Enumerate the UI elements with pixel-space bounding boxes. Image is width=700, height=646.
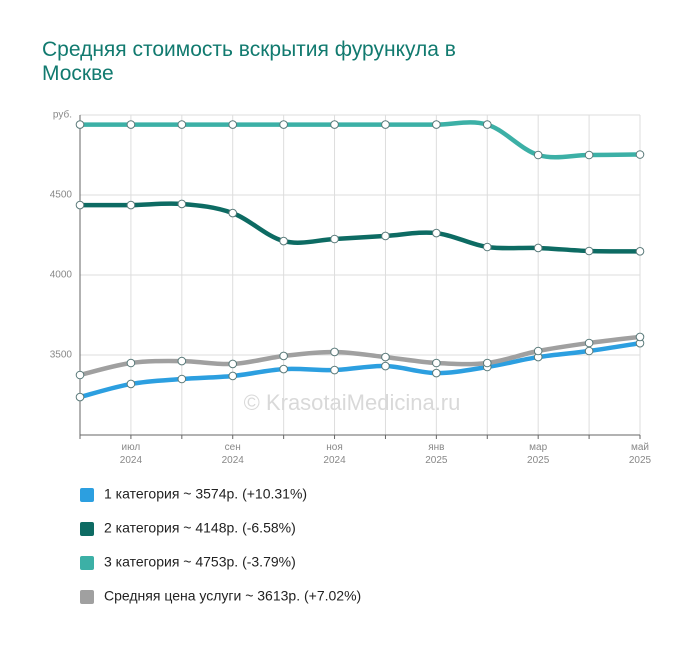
point (381, 120, 390, 129)
point (330, 120, 339, 129)
point (381, 231, 390, 241)
point (432, 120, 441, 129)
point (279, 351, 288, 361)
legend-swatch (80, 590, 94, 604)
point (126, 120, 136, 129)
point (330, 365, 339, 375)
point (482, 120, 492, 129)
legend-label: 3 категория ~ 4753р. (-3.79%) (104, 554, 296, 570)
x-tick-label: мар 2025 (527, 442, 550, 466)
legend-label: Средняя цена услуги ~ 3613р. (+7.02%) (104, 588, 361, 604)
point (126, 358, 136, 368)
watermark: © KrasotaiMedicina.ru (244, 390, 461, 415)
point (533, 346, 543, 356)
point (584, 246, 594, 256)
point (381, 352, 390, 362)
y-tick-label: 3500 (50, 350, 73, 361)
point (330, 347, 339, 357)
legend-swatch (80, 522, 94, 536)
point (432, 368, 441, 378)
point (177, 374, 187, 384)
x-tick-label: янв 2025 (425, 442, 448, 466)
x-tick-label: ноя 2024 (323, 442, 346, 466)
point (177, 120, 187, 129)
point (126, 200, 136, 210)
point (482, 358, 492, 368)
x-tick-label: июл 2024 (120, 442, 143, 466)
point (228, 371, 238, 381)
legend-swatch (80, 556, 94, 570)
point (279, 364, 288, 374)
point (75, 370, 85, 380)
point (482, 242, 492, 252)
point (432, 358, 441, 368)
point (75, 200, 85, 210)
point (584, 346, 594, 356)
point (635, 332, 645, 342)
y-tick-label: 4500 (50, 190, 73, 201)
point (381, 361, 390, 371)
grid (80, 114, 641, 435)
legend-swatch (80, 488, 94, 502)
point (635, 247, 645, 256)
point (228, 359, 238, 369)
point (75, 392, 85, 402)
series-line (77, 201, 643, 254)
point (635, 150, 645, 159)
x-tick-label: май 2025 (629, 442, 652, 466)
series-line (77, 120, 643, 160)
legend-label: 2 категория ~ 4148р. (-6.58%) (104, 520, 296, 536)
point (584, 150, 594, 160)
point (75, 120, 85, 129)
point (330, 234, 339, 244)
x-tick-label: сен 2024 (222, 442, 245, 466)
legend-label: 1 категория ~ 3574р. (+10.31%) (104, 486, 307, 502)
point (584, 338, 594, 348)
chart-title: Средняя стоимость вскрытия фурункула в М… (42, 38, 456, 85)
point (177, 199, 187, 209)
point (126, 379, 136, 389)
y-tick-label: 4000 (50, 270, 73, 281)
point (177, 356, 187, 366)
point (533, 243, 543, 253)
point (279, 236, 288, 246)
point (228, 120, 238, 129)
point (432, 228, 441, 238)
y-tick-label: руб. (53, 109, 72, 121)
point (279, 120, 288, 129)
point (228, 208, 238, 218)
point (533, 150, 543, 160)
